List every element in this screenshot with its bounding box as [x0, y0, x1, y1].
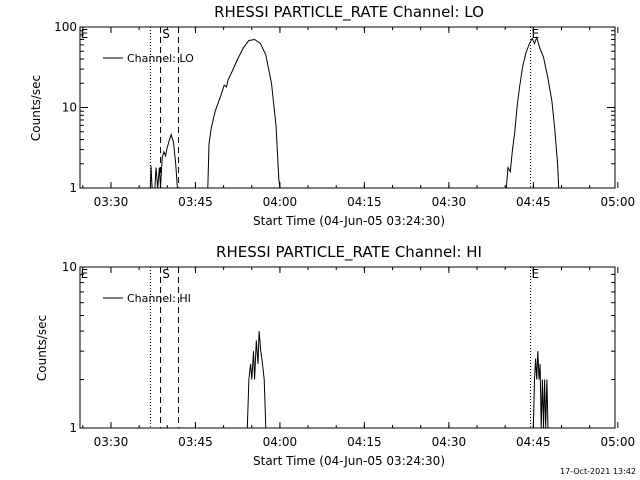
hi-plot-frame — [79, 266, 616, 429]
hi-y-tick-label: 1 — [69, 421, 77, 435]
lo-channel-panel: RHESSI PARTICLE_RATE Channel: LO Start T… — [29, 3, 635, 228]
hi-event-marker: S — [162, 267, 170, 281]
hi-event-marker: E — [532, 267, 540, 281]
hi-x-tick-label: 04:00 — [263, 435, 298, 449]
timestamp-stamp: 17-Oct-2021 13:42 — [560, 467, 636, 476]
lo-series-line — [505, 35, 560, 189]
hi-event-marker: E — [81, 267, 89, 281]
lo-event-marker: S — [162, 27, 170, 41]
lo-event-marker: E — [532, 27, 540, 41]
lo-y-tick-label: 10 — [62, 101, 77, 115]
hi-series — [246, 331, 549, 429]
hi-y-ticks: 1 10 — [62, 260, 615, 435]
hi-x-tick-label: 05:00 — [601, 435, 636, 449]
lo-y-tick-label: 100 — [54, 20, 77, 34]
lo-event-lines — [149, 27, 616, 188]
hi-x-tick-label: 03:45 — [178, 435, 213, 449]
hi-x-tick-label: 04:45 — [516, 435, 551, 449]
hi-x-tick-label: 03:30 — [94, 435, 129, 449]
hi-legend-label: Channel: HI — [127, 292, 191, 305]
hi-channel-panel: RHESSI PARTICLE_RATE Channel: HI Start T… — [35, 243, 635, 468]
hi-x-ticks: 03:30 03:45 04:00 04:15 04:30 04:45 05:00 — [82, 267, 636, 449]
hi-chart-title: RHESSI PARTICLE_RATE Channel: HI — [216, 243, 482, 262]
lo-series — [149, 35, 560, 189]
hi-legend: Channel: HI — [103, 292, 191, 305]
hi-y-tick-label: 10 — [62, 260, 77, 274]
lo-y-tick-label: 1 — [69, 181, 77, 195]
lo-x-tick-label: 04:30 — [432, 195, 467, 209]
lo-event-marker: E — [81, 27, 89, 41]
hi-x-tick-label: 04:15 — [347, 435, 382, 449]
hi-series-line — [532, 351, 549, 429]
lo-x-tick-label: 05:00 — [601, 195, 636, 209]
lo-x-tick-label: 04:00 — [263, 195, 298, 209]
hi-event-lines — [149, 267, 616, 428]
lo-y-axis-label: Counts/sec — [29, 75, 43, 141]
lo-x-axis-label: Start Time (04-Jun-05 03:24:30) — [253, 214, 445, 228]
lo-legend: Channel: LO — [103, 52, 194, 65]
lo-series-line — [207, 38, 281, 189]
lo-x-tick-label: 04:15 — [347, 195, 382, 209]
lo-chart-title: RHESSI PARTICLE_RATE Channel: LO — [214, 3, 484, 22]
lo-series-line — [149, 132, 178, 189]
lo-y-ticks: 1 10 100 — [54, 20, 615, 195]
hi-series-line — [246, 331, 267, 429]
lo-x-tick-label: 03:45 — [178, 195, 213, 209]
hi-x-tick-label: 04:30 — [432, 435, 467, 449]
lo-x-tick-label: 04:45 — [516, 195, 551, 209]
hi-x-axis-label: Start Time (04-Jun-05 03:24:30) — [253, 454, 445, 468]
hi-y-axis-label: Counts/sec — [35, 315, 49, 381]
lo-x-ticks: 03:30 03:45 04:00 04:15 04:30 04:45 05:00 — [82, 27, 636, 209]
lo-x-tick-label: 03:30 — [94, 195, 129, 209]
